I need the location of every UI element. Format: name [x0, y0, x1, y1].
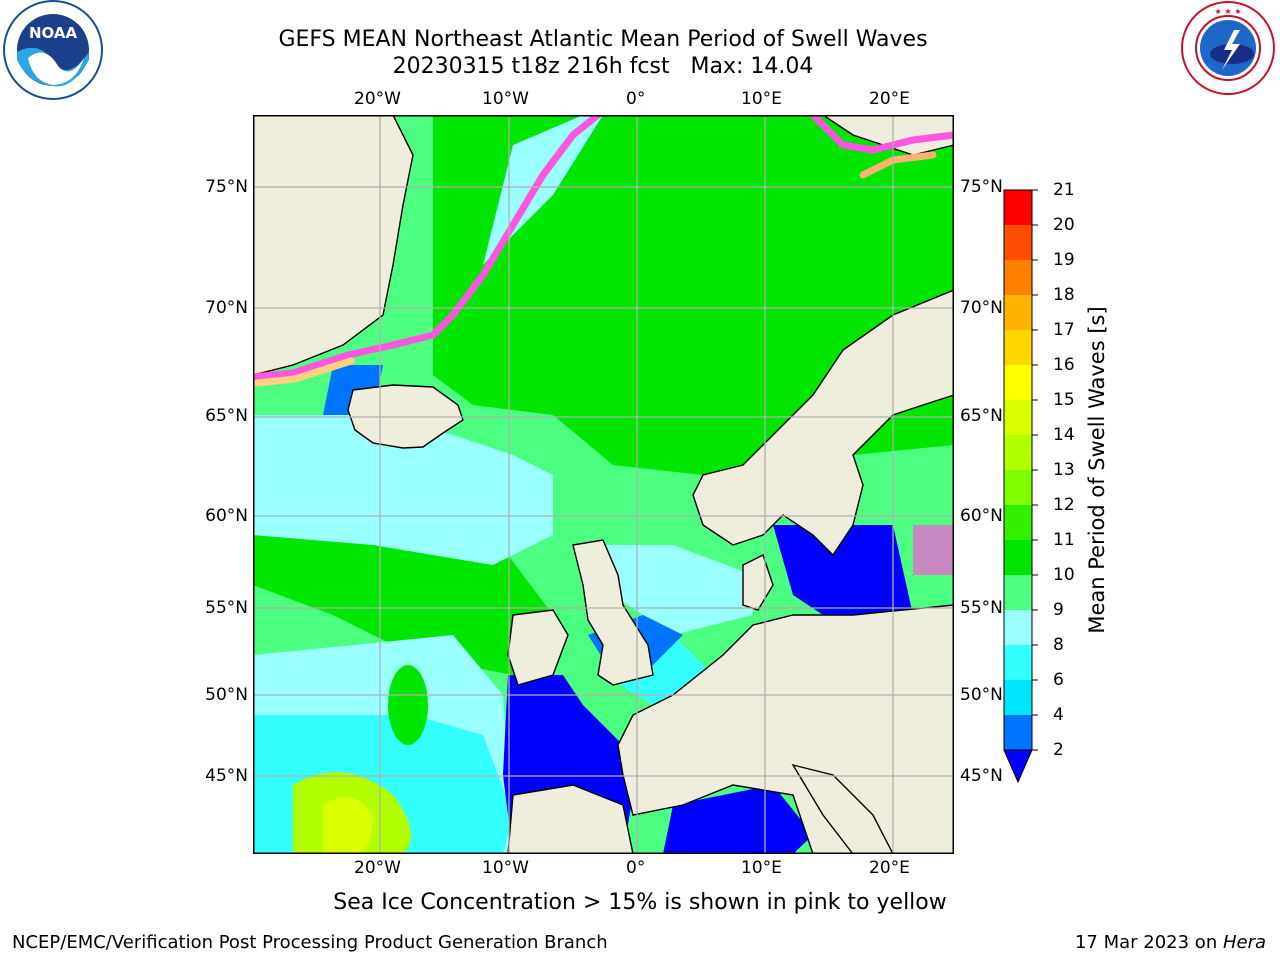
colorbar-segment [1004, 225, 1032, 261]
lat-tick-left: 45°N [205, 766, 248, 786]
colorbar-tick-label: 14 [1053, 425, 1075, 445]
sea-ice-caption: Sea Ice Concentration > 15% is shown in … [333, 890, 947, 915]
graticule [253, 115, 954, 854]
map-panel [249, 111, 958, 855]
lon-tick-bottom: 20°E [869, 858, 910, 878]
lat-tick-left: 50°N [205, 685, 248, 705]
colorbar-segment [1004, 645, 1032, 681]
colorbar-segment [1004, 540, 1032, 576]
lon-tick-top: 10°W [482, 89, 529, 109]
svg-text:★ ★ ★: ★ ★ ★ [1214, 7, 1241, 16]
scandinavia [692, 288, 955, 557]
map-subtitle: 20230315 t18z 216h fcst Max: 14.04 [392, 54, 814, 79]
colorbar-segment [1004, 330, 1032, 366]
lat-tick-right: 60°N [960, 506, 1003, 526]
colorbar-tick-label: 2 [1053, 740, 1064, 760]
lon-tick-bottom: 20°W [354, 858, 401, 878]
svg-text:NOAA: NOAA [29, 24, 78, 42]
colorbar [1000, 186, 1048, 786]
footer-date-text: 17 Mar 2023 on [1074, 932, 1223, 953]
swell-9s-region [253, 415, 553, 565]
nws-logo: ★ ★ ★ [1178, 0, 1280, 100]
colorbar-tick-label: 9 [1053, 600, 1064, 620]
lat-tick-left: 55°N [205, 598, 248, 618]
lat-tick-left: 75°N [205, 177, 248, 197]
footer-branch: NCEP/EMC/Verification Post Processing Pr… [12, 932, 608, 953]
colorbar-tick-label: 21 [1053, 180, 1075, 200]
colorbar-tick-label: 17 [1053, 320, 1075, 340]
colorbar-tick-label: 15 [1053, 390, 1075, 410]
lat-tick-left: 65°N [205, 406, 248, 426]
lon-tick-bottom: 10°E [741, 858, 782, 878]
colorbar-segment [1004, 260, 1032, 296]
footer-date: 17 Mar 2023 on Hera [1075, 932, 1266, 953]
colorbar-segment [1004, 505, 1032, 541]
lat-tick-right: 55°N [960, 598, 1003, 618]
colorbar-tick-label: 16 [1053, 355, 1075, 375]
colorbar-segment [1004, 365, 1032, 401]
colorbar-segment [1004, 610, 1032, 646]
colorbar-segment [1004, 470, 1032, 506]
colorbar-tick-label: 8 [1053, 635, 1064, 655]
colorbar-segment [1004, 575, 1032, 611]
lon-tick-bottom: 10°W [482, 858, 529, 878]
colorbar-tick-label: 4 [1053, 705, 1064, 725]
lon-tick-bottom: 0° [626, 858, 646, 878]
colorbar-label: Mean Period of Swell Waves [s] [1085, 306, 1109, 634]
lon-tick-top: 20°W [354, 89, 401, 109]
great-britain [572, 539, 654, 686]
colorbar-segment [1004, 715, 1032, 751]
colorbar-tick-label: 20 [1053, 215, 1075, 235]
lat-tick-left: 70°N [205, 298, 248, 318]
lat-tick-left: 60°N [205, 506, 248, 526]
colorbar-segment [1004, 295, 1032, 331]
lon-tick-top: 10°E [741, 89, 782, 109]
noaa-logo: NOAA [0, 0, 106, 106]
colorbar-segment [1004, 680, 1032, 716]
map-title: GEFS MEAN Northeast Atlantic Mean Period… [278, 27, 928, 52]
colorbar-segment [1004, 435, 1032, 471]
lon-tick-top: 0° [626, 89, 646, 109]
ireland [507, 609, 569, 686]
lat-tick-right: 65°N [960, 406, 1003, 426]
colorbar-segment [1004, 400, 1032, 436]
sea-ice-edge [249, 111, 602, 381]
footer-host: Hera [1222, 932, 1266, 953]
lat-tick-right: 75°N [960, 177, 1003, 197]
greenland [252, 114, 414, 376]
colorbar-tick-label: 10 [1053, 565, 1075, 585]
colorbar-tick-label: 12 [1053, 495, 1075, 515]
colorbar-tick-label: 13 [1053, 460, 1075, 480]
colorbar-tick-label: 18 [1053, 285, 1075, 305]
lat-tick-right: 50°N [960, 685, 1003, 705]
colorbar-extend-arrow [1003, 749, 1033, 784]
colorbar-segment [1004, 190, 1032, 226]
colorbar-tick-label: 11 [1053, 530, 1075, 550]
colorbar-tick-label: 19 [1053, 250, 1075, 270]
colorbar-tick-label: 6 [1053, 670, 1064, 690]
lat-tick-right: 45°N [960, 766, 1003, 786]
lat-tick-right: 70°N [960, 298, 1003, 318]
lon-tick-top: 20°E [869, 89, 910, 109]
